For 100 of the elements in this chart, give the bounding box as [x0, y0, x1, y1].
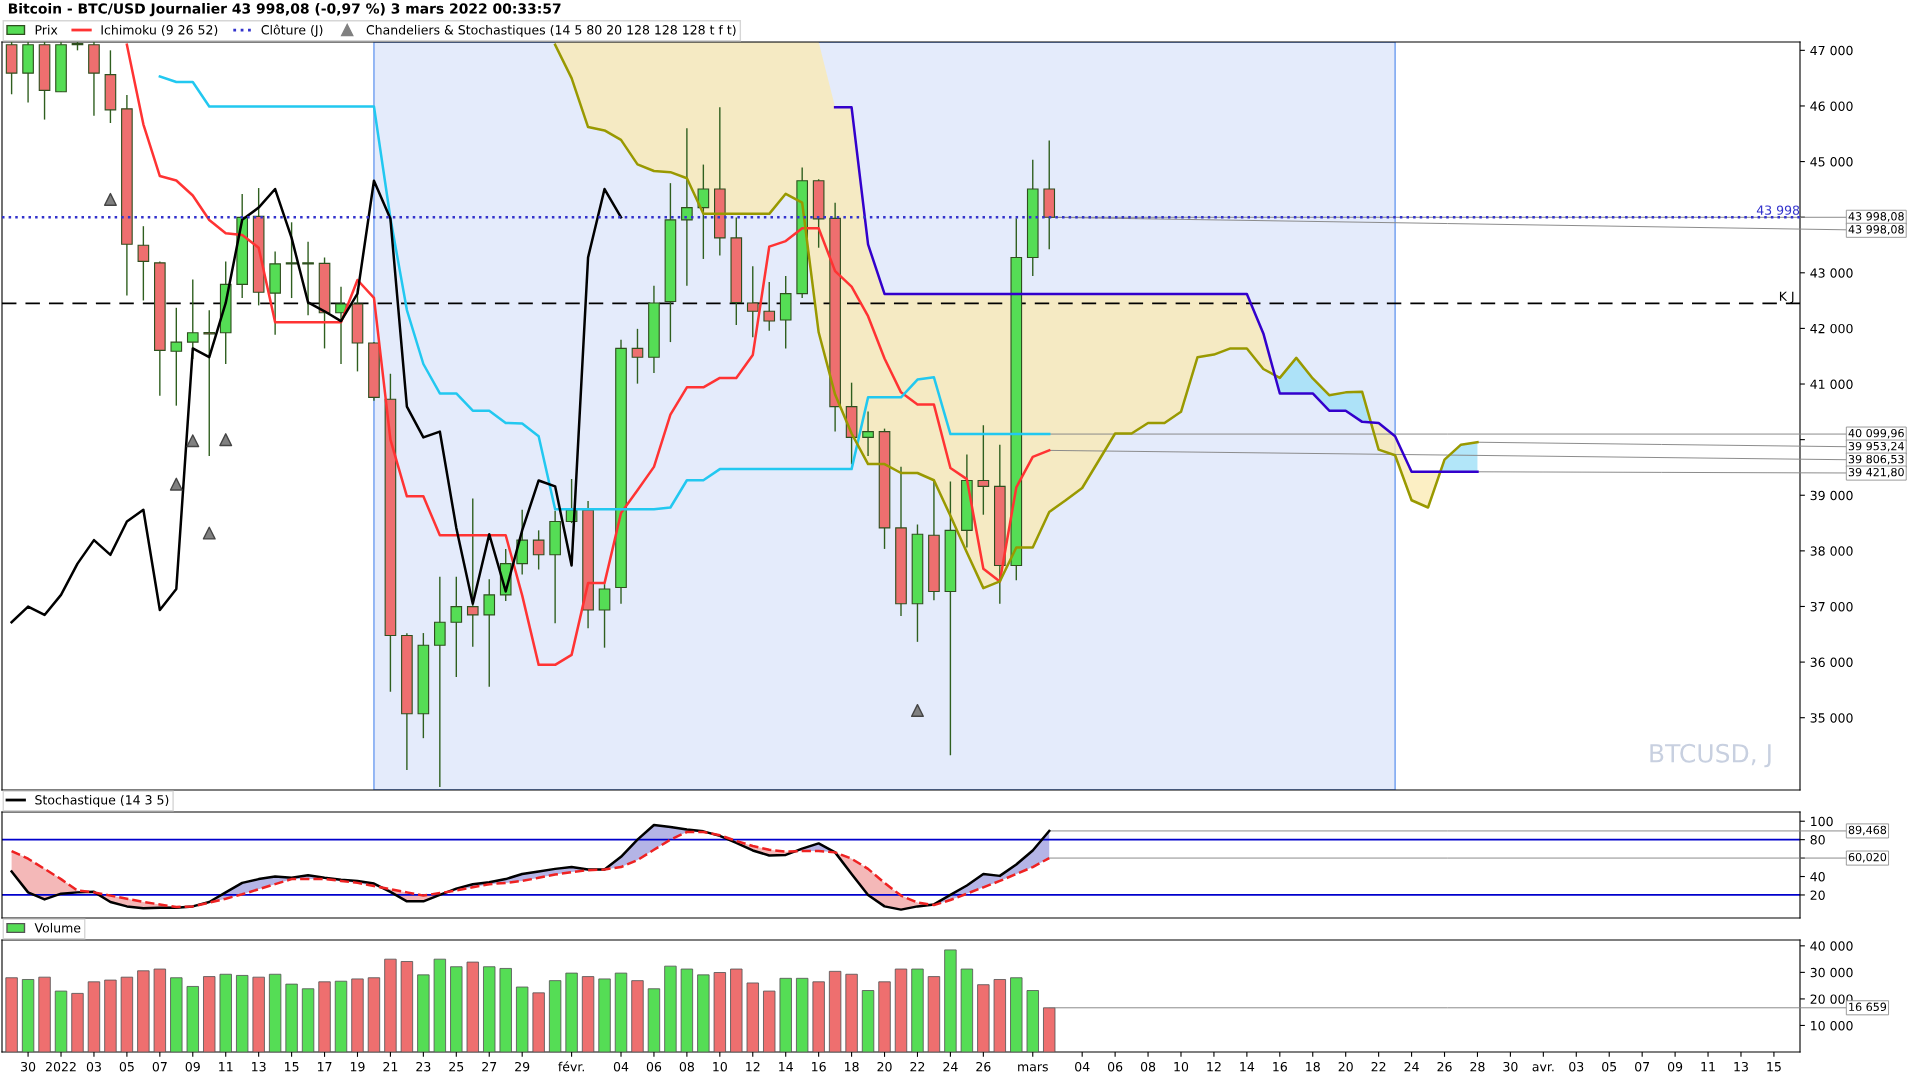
annotation: 43 998,08	[1848, 212, 1904, 222]
x-tick-label: 22	[1371, 1061, 1386, 1072]
bar	[450, 966, 463, 1052]
bar	[71, 992, 84, 1052]
legend-label: Ichimoku (9 26 52)	[101, 24, 218, 37]
bar	[894, 968, 908, 1052]
bar	[318, 981, 331, 1052]
bar	[1010, 977, 1023, 1052]
bar	[1043, 1007, 1056, 1052]
candlestick	[697, 163, 710, 260]
x-tick-label: 06	[646, 1061, 662, 1072]
y-tick-label: 40	[1810, 871, 1825, 882]
bar	[795, 977, 809, 1052]
x-tick-label: 2022	[46, 1061, 76, 1072]
bar	[120, 976, 134, 1052]
bar	[960, 968, 974, 1052]
candlestick	[516, 509, 529, 576]
point	[103, 192, 117, 206]
x-tick-label: 09	[1667, 1061, 1683, 1072]
bar	[466, 961, 479, 1052]
y-tick-label: 80	[1810, 835, 1825, 845]
bar	[252, 976, 265, 1052]
x-tick-label: mars	[1018, 1064, 1048, 1072]
annotation: 16 659	[1849, 1002, 1887, 1012]
candlestick	[631, 328, 644, 385]
bar	[236, 975, 249, 1052]
x-tick-label: 08	[679, 1061, 694, 1072]
bar	[499, 968, 512, 1052]
candlestick	[137, 225, 150, 302]
x-tick-label: 07	[152, 1061, 167, 1072]
y-tick-label: 36 000	[1810, 657, 1853, 668]
x-tick-label: 10	[1174, 1061, 1189, 1072]
bar	[516, 986, 529, 1052]
x-tick-label: 10	[713, 1061, 727, 1072]
point	[169, 477, 183, 491]
bar	[268, 973, 282, 1052]
bar	[845, 973, 858, 1052]
bar	[977, 984, 990, 1052]
y-tick-label: 10 000	[1811, 1020, 1853, 1031]
candlestick	[862, 410, 874, 457]
legend-label: Clôture (J)	[261, 24, 323, 37]
x-tick-label: 12	[746, 1061, 760, 1072]
bar	[532, 992, 545, 1052]
candlestick	[203, 309, 216, 457]
annotation: 39 421,80	[1848, 467, 1904, 478]
candlestick	[746, 265, 759, 338]
bar	[779, 977, 792, 1052]
bar	[351, 978, 364, 1052]
legend-label: Stochastique (14 3 5)	[35, 794, 169, 807]
bar	[927, 976, 941, 1052]
annotation: 39 806,53	[1848, 454, 1904, 465]
y-tick-label: 39 000	[1810, 490, 1853, 501]
bar	[417, 974, 430, 1052]
y-tick-label: 30 000	[1810, 967, 1853, 978]
bar	[137, 970, 150, 1052]
annotation: 60,020	[1848, 852, 1887, 863]
point	[910, 703, 924, 717]
x-tick-label: 08	[1140, 1061, 1156, 1072]
bar	[878, 981, 891, 1052]
bar	[861, 990, 875, 1052]
x-tick-label: avr.	[1532, 1064, 1554, 1072]
legend-label: Volume	[34, 922, 81, 933]
y-tick-label: 37 000	[1810, 601, 1853, 612]
x-tick-label: 15	[1767, 1062, 1781, 1072]
candlestick	[681, 127, 693, 287]
x-tick-label: 04	[613, 1061, 629, 1072]
bar	[301, 988, 315, 1052]
x-tick-label: 28	[1470, 1061, 1485, 1072]
legend-label: Chandeliers & Stochastiques (14 5 80 20 128 128 128 t f t)	[366, 24, 736, 37]
point	[186, 434, 200, 448]
bar	[170, 977, 183, 1052]
bar	[38, 976, 51, 1052]
candlestick	[598, 583, 611, 649]
bar	[203, 976, 216, 1052]
y-tick-label: 20	[1810, 890, 1825, 900]
x-tick-label: 05	[119, 1061, 134, 1072]
point	[219, 433, 233, 447]
bar	[186, 986, 199, 1052]
x-tick-label: 12	[1207, 1061, 1221, 1072]
bar	[730, 968, 743, 1052]
line-series	[125, 43, 1051, 667]
annotation: 43 998,08	[1848, 225, 1904, 235]
bar	[367, 977, 381, 1052]
x-tick-label: 07	[1635, 1061, 1650, 1072]
legend-label: Prix	[35, 24, 58, 35]
bar	[153, 968, 167, 1052]
chart-title: Bitcoin - BTC/USD Journalier 43 998,08 (-0,97 %) 3 mars 2022 00:33:57	[8, 3, 561, 17]
x-tick-label: 14	[779, 1062, 793, 1072]
x-tick-label: 16	[1273, 1061, 1287, 1072]
candlestick	[483, 578, 496, 688]
candlestick	[763, 281, 776, 332]
x-tick-label: 16	[812, 1061, 826, 1072]
x-tick-label: 20	[1338, 1061, 1353, 1072]
y-tick-label: 42 000	[1810, 323, 1853, 334]
candlestick	[285, 221, 298, 299]
bar	[5, 977, 18, 1052]
bar	[680, 968, 694, 1052]
bar	[581, 976, 595, 1052]
bar	[746, 982, 759, 1052]
x-tick-label: 13	[252, 1061, 266, 1072]
